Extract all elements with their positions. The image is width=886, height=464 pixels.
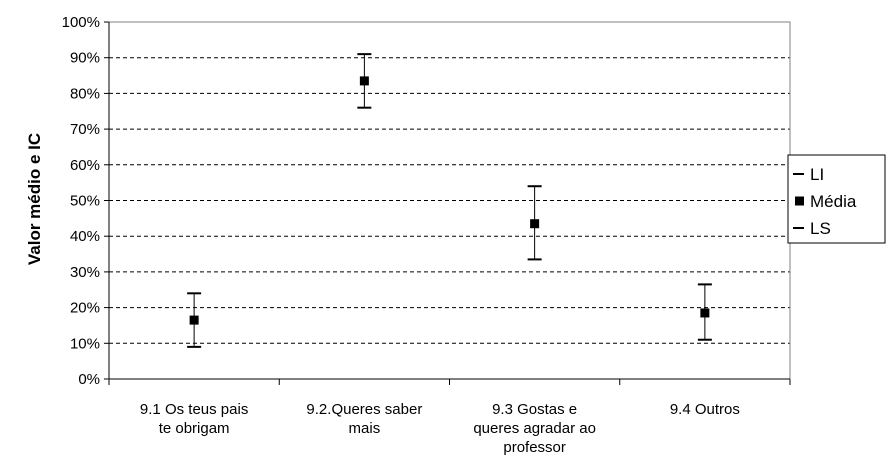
x-category-label: 9.4 Outros: [670, 401, 740, 418]
x-axis-ticks: [108, 379, 791, 385]
y-tick-label: 70%: [70, 121, 100, 138]
y-tick-label: 90%: [70, 50, 100, 67]
y-tick-label: 10%: [70, 335, 100, 352]
y-tick-label: 0%: [78, 371, 100, 388]
legend-box: [787, 154, 886, 244]
y-tick-label: 40%: [70, 228, 100, 245]
plot-area-border: [108, 21, 791, 380]
legend-label: LS: [810, 219, 831, 238]
y-tick-label: 60%: [70, 157, 100, 174]
x-category-label: 9.3 Gostas e queres agradar ao professor: [473, 401, 596, 456]
x-category-label: 9.2.Queres saber mais: [306, 401, 422, 437]
y-tick-label: 100%: [62, 14, 100, 31]
legend-media-swatch: [795, 196, 804, 206]
y-tick-label: 50%: [70, 193, 100, 210]
media-point: [530, 219, 540, 229]
y-tick-label: 20%: [70, 300, 100, 317]
media-point: [700, 308, 710, 318]
y-tick-label: 80%: [70, 85, 100, 102]
x-category-label: 9.1 Os teus pais te obrigam: [140, 401, 248, 437]
error-bar-group: [697, 283, 712, 341]
legend-label: Média: [810, 192, 857, 211]
grid-lines: [109, 57, 790, 344]
error-bar-group: [187, 292, 202, 348]
data-marks: [187, 53, 712, 348]
x-axis-labels: 9.1 Os teus pais te obrigam 9.2.Queres sab…: [140, 401, 740, 456]
legend-label: LI: [810, 165, 824, 184]
media-point: [359, 76, 369, 86]
error-bar-group: [357, 53, 372, 109]
y-axis-label: Valor médio e IC: [25, 133, 44, 265]
error-bar-group: [527, 185, 542, 261]
legend: LI Média LS: [787, 154, 886, 244]
y-axis-ticks: 0% 10% 20% 30% 40% 50% 60% 70% 80% 90% 100%: [62, 14, 109, 388]
y-tick-label: 30%: [70, 264, 100, 281]
media-point: [189, 315, 199, 325]
